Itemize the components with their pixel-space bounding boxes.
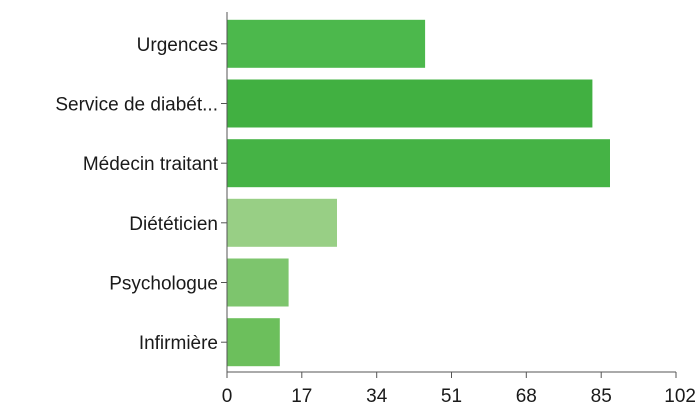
category-label-psychologue: Psychologue (109, 274, 218, 295)
bar-service-de-diabet (227, 79, 593, 128)
category-label-medecin-traitant: Médecin traitant (83, 154, 219, 175)
category-label-service-de-diabet: Service de diabét... (55, 95, 218, 116)
category-labels: Urgences Service de diabét... Médecin trai… (55, 35, 218, 354)
bar-psychologue (227, 258, 289, 307)
x-tick-label-68: 68 (516, 386, 537, 407)
x-tick-label-17: 17 (291, 386, 312, 407)
x-tick-label-102: 102 (664, 386, 696, 407)
x-tick-label-51: 51 (441, 386, 462, 407)
bar-infirmiere (227, 318, 280, 367)
bars-group (227, 19, 610, 367)
x-tick-label-0: 0 (222, 386, 233, 407)
bar-urgences (227, 19, 426, 68)
category-label-urgences: Urgences (137, 35, 218, 56)
x-tick-label-85: 85 (591, 386, 612, 407)
category-label-dieteticien: Diététicien (129, 214, 218, 235)
x-tick-label-34: 34 (366, 386, 388, 407)
bar-medecin-traitant (227, 139, 610, 188)
bar-dieteticien (227, 198, 337, 247)
x-ticks-group: 0 17 34 51 68 85 102 (222, 372, 696, 407)
category-label-infirmiere: Infirmière (139, 333, 218, 354)
